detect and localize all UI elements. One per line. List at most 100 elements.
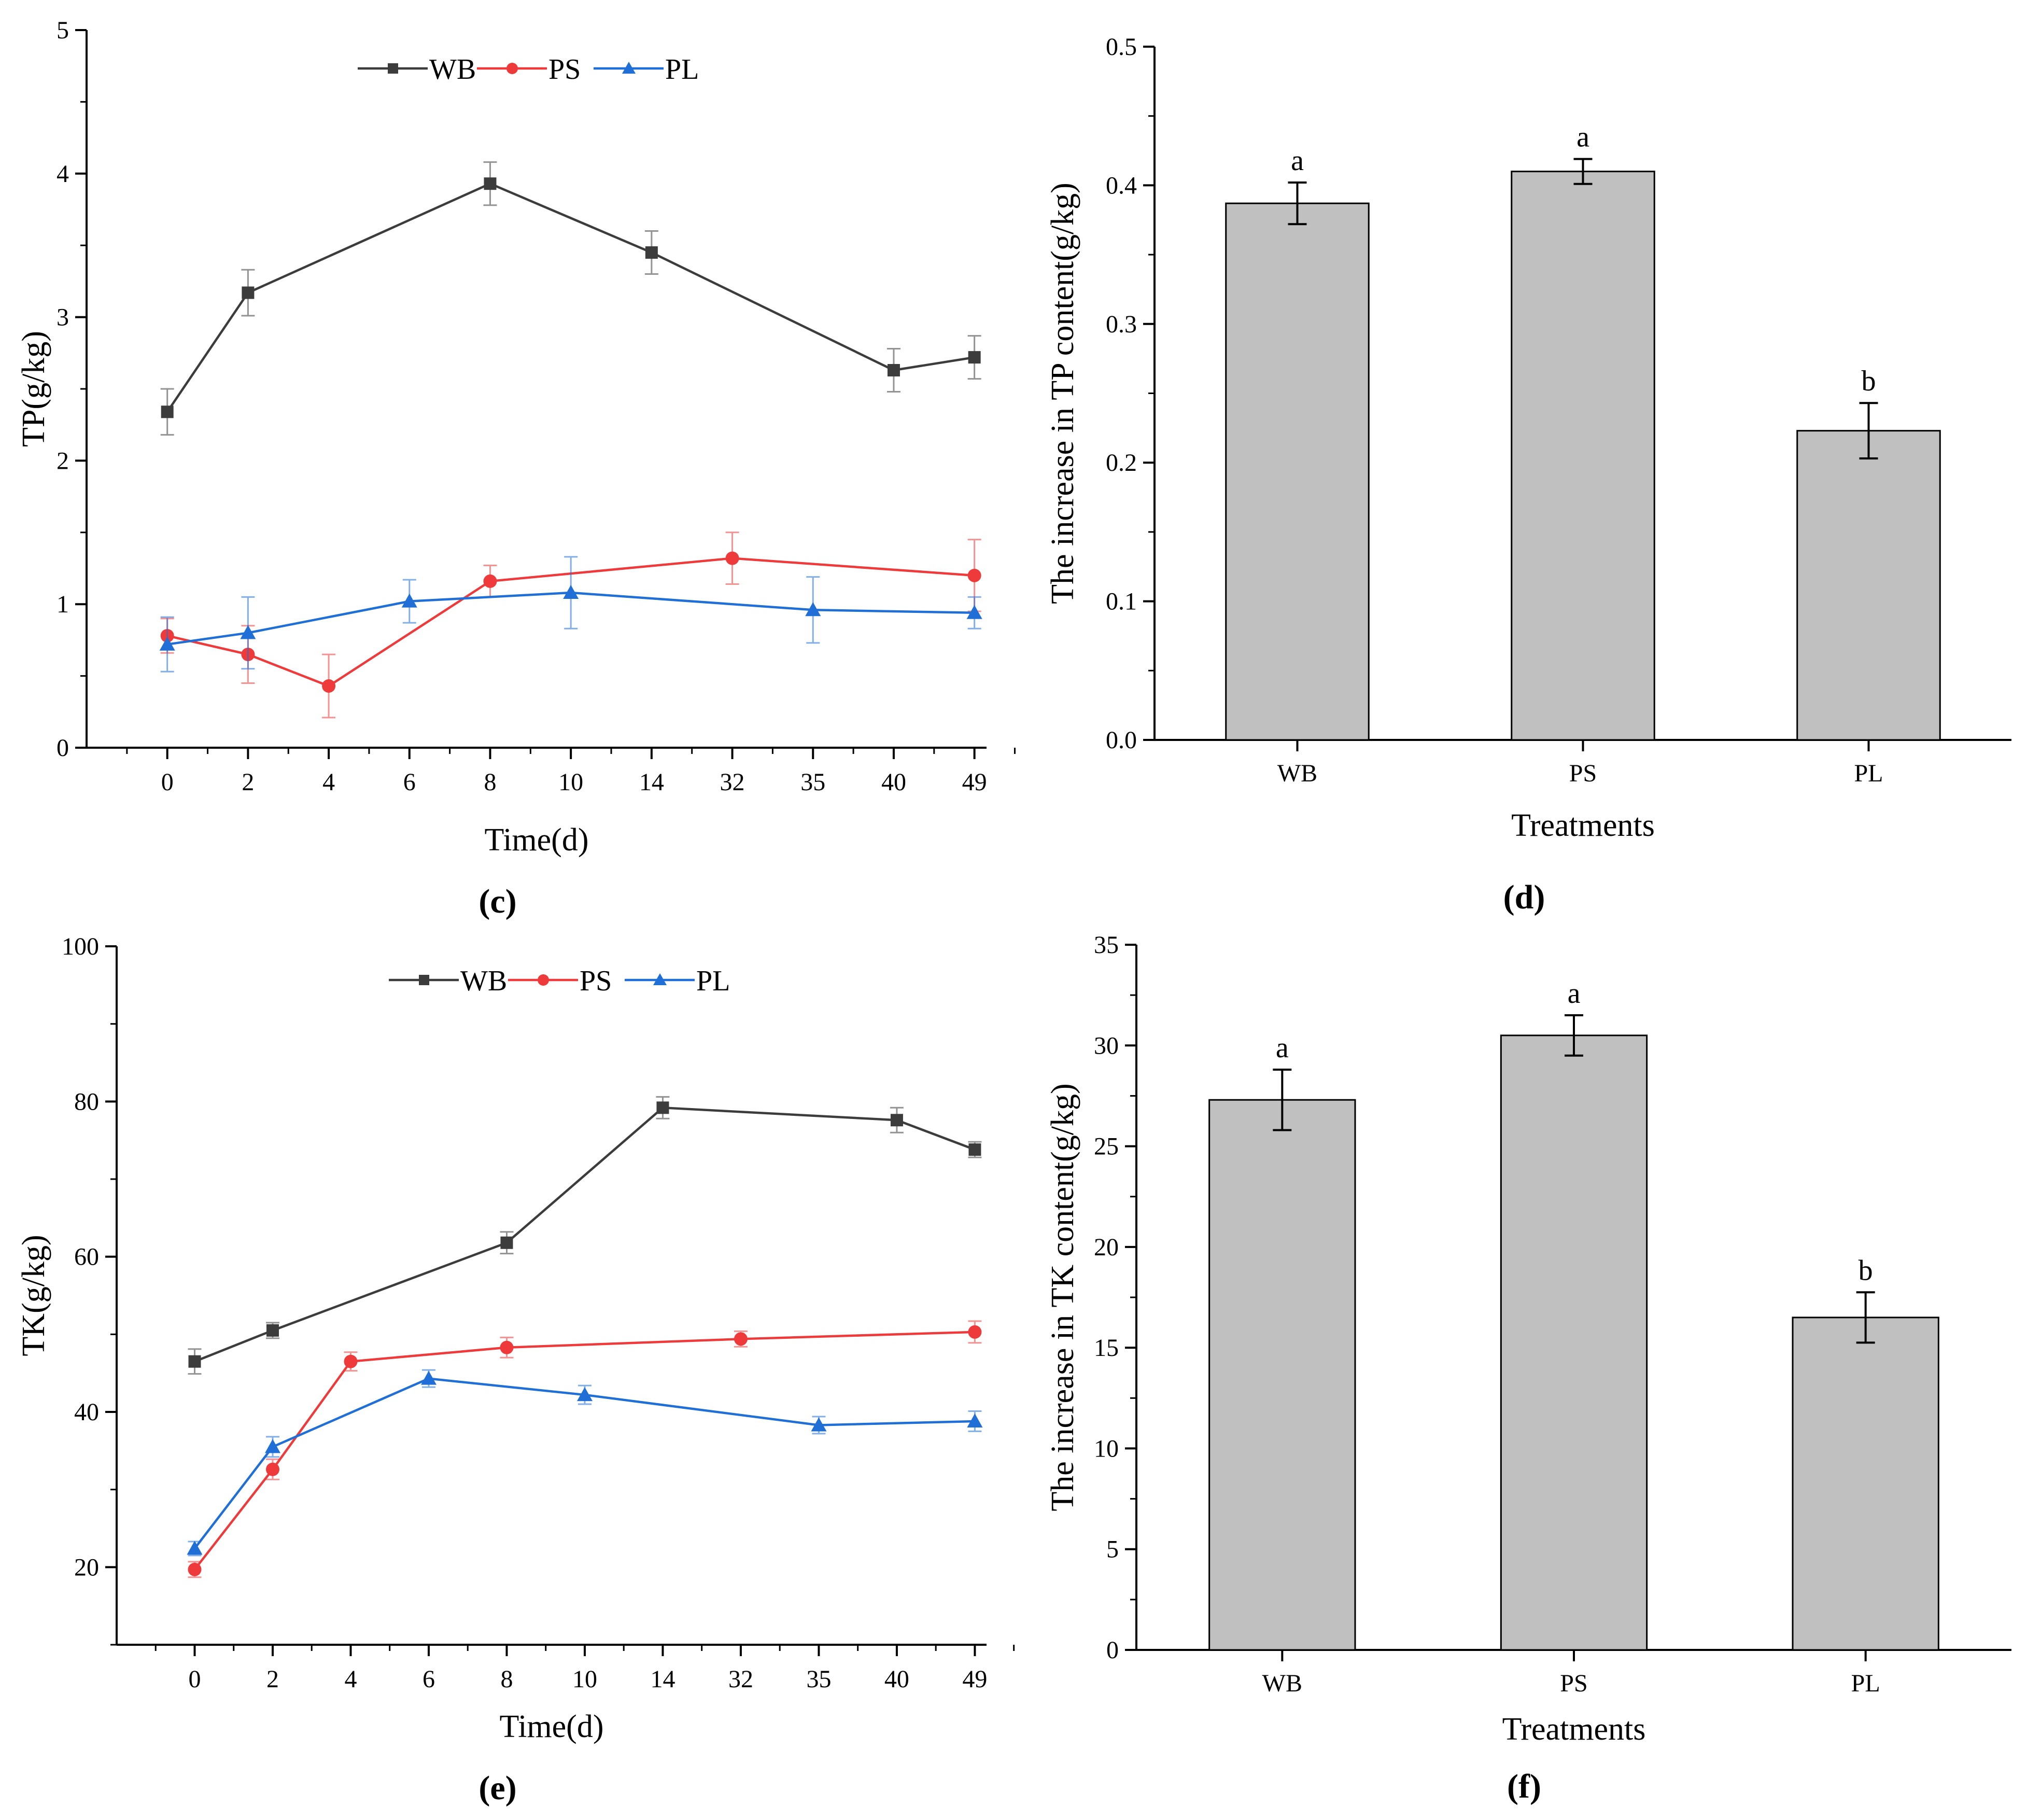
y-tick-label: 15 xyxy=(1094,1334,1119,1362)
x-tick-label: PL xyxy=(1851,1670,1880,1697)
y-axis-title: The increase in TK content(g/kg) xyxy=(1045,1083,1080,1511)
x-tick-label: 6 xyxy=(423,1665,435,1693)
series-PS xyxy=(188,1320,982,1578)
error-bar xyxy=(1288,181,1307,226)
triangle-marker xyxy=(653,973,667,985)
legend-item-WB: WB xyxy=(358,53,476,86)
series-PL xyxy=(159,556,982,673)
triangle-marker xyxy=(967,1413,983,1427)
y-tick-label: 30 xyxy=(1094,1032,1119,1059)
significance-letter: b xyxy=(1859,1254,1873,1286)
circle-marker xyxy=(968,1325,982,1339)
y-tick-label: 0 xyxy=(1106,1636,1119,1664)
series-line xyxy=(193,1377,975,1549)
x-tick-label: 8 xyxy=(500,1665,513,1693)
significance-letter: b xyxy=(1862,365,1876,397)
circle-marker xyxy=(500,1340,514,1354)
y-tick-label: 0.5 xyxy=(1106,33,1137,61)
legend-label: WB xyxy=(460,965,507,997)
circle-marker xyxy=(265,1462,279,1476)
triangle-marker xyxy=(563,585,579,599)
significance-letter: a xyxy=(1576,121,1589,153)
y-axis-title: The increase in TP content(g/kg) xyxy=(1045,183,1080,604)
legend-label: PS xyxy=(548,53,581,86)
square-marker xyxy=(645,246,658,259)
x-tick-label: 40 xyxy=(884,1665,909,1693)
bar-PS xyxy=(1511,171,1655,741)
x-tick-label: 32 xyxy=(728,1665,753,1693)
square-marker xyxy=(242,286,255,299)
series-line xyxy=(167,557,975,688)
square-marker xyxy=(968,351,981,364)
y-tick-label: 0.3 xyxy=(1106,311,1137,338)
square-marker xyxy=(388,63,398,74)
significance-letter: a xyxy=(1568,977,1581,1010)
triangle-marker xyxy=(159,636,175,651)
square-marker xyxy=(188,1355,201,1368)
y-tick-label: 2 xyxy=(57,447,69,474)
y-tick-label: 20 xyxy=(1094,1234,1119,1261)
legend-item-PS: PS xyxy=(477,53,581,86)
x-tick-label: 10 xyxy=(572,1665,597,1693)
x-tick-label: 14 xyxy=(639,768,664,796)
legend-label: PL xyxy=(696,965,730,997)
circle-marker xyxy=(483,574,497,588)
series-line xyxy=(193,1331,975,1571)
series-PL xyxy=(187,1369,983,1557)
error-bar xyxy=(1565,1014,1583,1057)
triangle-marker xyxy=(966,605,982,619)
y-tick-label: 40 xyxy=(74,1398,99,1426)
x-tick-label: PS xyxy=(1560,1670,1587,1697)
circle-marker xyxy=(344,1354,358,1368)
x-tick-label: 35 xyxy=(800,768,825,796)
triangle-marker xyxy=(264,1439,280,1453)
circle-marker xyxy=(967,568,981,582)
bar-chart-panel: 0.0 0.1 0.2 0.3 0.4 0.5 a WB a PS b PL Treatments The… xyxy=(1045,33,2011,916)
y-tick-label: 0.4 xyxy=(1106,172,1137,199)
panel-label: (e) xyxy=(478,1769,516,1807)
y-tick-label: 0.0 xyxy=(1106,726,1137,754)
series-WB xyxy=(160,161,981,436)
bar-PL xyxy=(1792,1317,1939,1651)
legend-label: PL xyxy=(665,53,699,86)
x-tick-label: 4 xyxy=(322,768,335,796)
x-tick-label: PS xyxy=(1569,760,1597,787)
panel-label: (c) xyxy=(478,883,516,920)
series-WB xyxy=(188,1096,982,1375)
legend-item-PL: PL xyxy=(625,965,730,997)
legend-label: WB xyxy=(429,53,476,86)
series-line xyxy=(194,1107,976,1363)
y-axis-title: TK(g/kg) xyxy=(16,1235,51,1356)
y-tick-label: 0 xyxy=(57,734,69,762)
y-tick-label: 10 xyxy=(1094,1435,1119,1462)
x-tick-label: 0 xyxy=(161,768,174,796)
y-tick-label: 35 xyxy=(1094,931,1119,959)
square-marker xyxy=(887,364,900,377)
panel-label: (f) xyxy=(1507,1768,1541,1805)
triangle-marker xyxy=(401,593,417,608)
legend-item-PS: PS xyxy=(508,965,612,997)
x-tick-label: 2 xyxy=(266,1665,279,1693)
legend-label: PS xyxy=(580,965,612,997)
square-marker xyxy=(266,1324,279,1337)
circle-marker xyxy=(734,1332,748,1346)
x-tick-label: 10 xyxy=(558,768,583,796)
x-tick-label: 4 xyxy=(344,1665,357,1693)
error-bar xyxy=(1859,402,1878,460)
y-tick-label: 20 xyxy=(74,1553,99,1581)
y-tick-label: 100 xyxy=(62,933,99,960)
x-tick-label: WB xyxy=(1277,760,1317,787)
square-marker xyxy=(890,1114,903,1127)
series-line xyxy=(167,591,975,646)
bar-chart-panel: 0 5 10 15 20 25 30 35 a WB a PS b PL Treatments The inc… xyxy=(1045,931,2011,1805)
square-marker xyxy=(484,177,497,190)
x-tick-label: PL xyxy=(1854,760,1883,787)
line-chart-panel: 0 2 4 6 8 10 14 32 35 40 49 0 1 2 3 4 5 WB PS PL Time(d) TP(g… xyxy=(16,17,1016,920)
error-bar xyxy=(1273,1068,1292,1131)
y-tick-label: 25 xyxy=(1094,1133,1119,1160)
circle-marker xyxy=(506,63,518,74)
triangle-marker xyxy=(240,625,256,639)
y-tick-label: 1 xyxy=(57,591,69,618)
x-axis-title: Time(d) xyxy=(485,822,589,858)
circle-marker xyxy=(188,1562,202,1576)
